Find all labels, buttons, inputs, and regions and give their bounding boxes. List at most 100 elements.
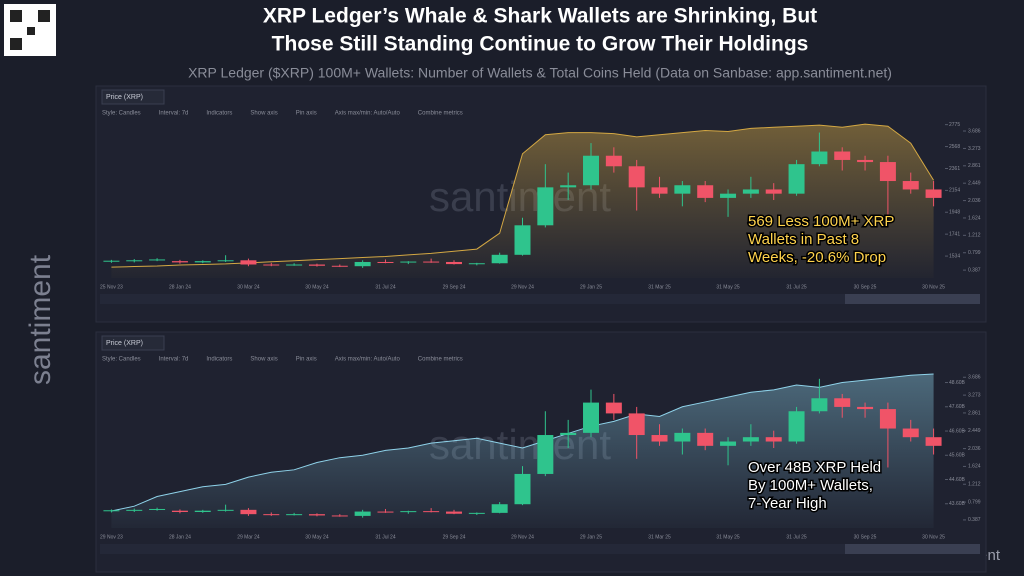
candle-body [720, 193, 737, 198]
title: Those Still Standing Continue to Grow Th… [272, 33, 809, 56]
y-tick-label: 2.449 [968, 428, 981, 434]
candle-body [400, 511, 417, 513]
toolbar-item: Interval: 7d [159, 111, 189, 117]
toolbar-item: Combine metrics [418, 111, 463, 117]
y2-tick-label: 45.60B [949, 453, 966, 459]
candle-body [537, 435, 554, 474]
candle-body [834, 151, 851, 160]
annotation: Wallets in Past 8 [748, 231, 859, 248]
candle-body [674, 432, 691, 442]
annotation: 7-Year High [748, 495, 827, 512]
area-line [111, 373, 934, 512]
y-tick-label: 1.212 [968, 482, 981, 488]
y2-tick-label: 2568 [949, 144, 960, 150]
x-tick-label: 30 Sep 25 [854, 534, 877, 540]
toolbar-item: Indicators [206, 357, 232, 363]
x-tick-label: 28 Jan 24 [169, 534, 191, 540]
y-tick-label: 0.799 [968, 499, 981, 505]
candle-body [788, 164, 805, 194]
candle-body [560, 185, 577, 188]
x-tick-label: 29 Sep 24 [443, 534, 466, 540]
y2-tick-label: 44.60B [949, 477, 966, 483]
candle-body [103, 510, 120, 512]
candle-body [308, 514, 325, 516]
x-tick-label: 31 Jul 25 [786, 534, 807, 540]
candle-body [788, 411, 805, 442]
x-tick-label: 30 Sep 25 [854, 284, 877, 290]
toolbar-item: Interval: 7d [159, 357, 189, 363]
candle-body [765, 437, 782, 442]
candle-body [628, 413, 645, 436]
candle-body [491, 504, 508, 513]
candle-body [514, 225, 531, 255]
title: XRP Ledger’s Whale & Shark Wallets are S… [263, 5, 817, 28]
x-tick-label: 30 Nov 25 [922, 284, 945, 290]
x-tick-label: 29 Jan 25 [580, 534, 602, 540]
toolbar-item: Style: Candles [102, 357, 141, 363]
candle-body [331, 265, 348, 267]
navigator [100, 544, 980, 554]
candle-body [331, 515, 348, 517]
y-tick-label: 3.686 [968, 375, 981, 381]
y-tick-label: 0.799 [968, 250, 981, 256]
candle-body [857, 406, 874, 410]
qr-code [10, 10, 22, 22]
candle-body [925, 189, 942, 198]
navigator-window [845, 544, 980, 554]
annotation: 569 Less 100M+ XRP [748, 213, 894, 230]
y2-tick-label: 1948 [949, 210, 960, 216]
x-tick-label: 30 Nov 25 [922, 534, 945, 540]
candle-body [925, 437, 942, 446]
candle-body [263, 264, 280, 266]
navigator-window [845, 294, 980, 304]
x-tick-label: 29 Nov 24 [511, 534, 534, 540]
candle-body [583, 155, 600, 186]
toolbar-item: Show axis [250, 357, 277, 363]
candle-body [902, 428, 919, 438]
toolbar-item: Style: Candles [102, 111, 141, 117]
x-tick-label: 25 Nov 23 [100, 284, 123, 290]
candle-body [126, 509, 143, 511]
y2-tick-label: 2361 [949, 166, 960, 172]
toolbar-item: Indicators [206, 111, 232, 117]
candle-body [468, 512, 485, 514]
candle-body [377, 261, 394, 263]
y2-tick-label: 46.60B [949, 428, 966, 434]
candle-body [834, 398, 851, 407]
candle-body [651, 435, 668, 442]
y-tick-label: 2.449 [968, 181, 981, 187]
x-tick-label: 31 Jul 24 [375, 284, 396, 290]
candle-body [674, 185, 691, 194]
candle-body [879, 409, 896, 429]
candle-body [286, 264, 303, 266]
candle-body [697, 185, 714, 198]
candle-body [126, 260, 143, 262]
qr-code [38, 10, 50, 22]
x-tick-label: 28 Jan 24 [169, 284, 191, 290]
candle-body [879, 162, 896, 182]
candle-body [902, 181, 919, 190]
x-tick-label: 31 May 25 [716, 284, 740, 290]
candle-body [354, 511, 371, 516]
candle-body [308, 264, 325, 266]
y2-tick-label: 2154 [949, 188, 960, 194]
y2-tick-label: 48.60B [949, 380, 966, 386]
candle-body [240, 509, 257, 515]
candle-body [194, 261, 211, 263]
candle-body [811, 398, 828, 412]
annotation: Over 48B XRP Held [748, 459, 881, 476]
legend-box [101, 335, 165, 351]
candle-body [605, 402, 622, 414]
area-fill [111, 374, 934, 528]
y-tick-label: 2.861 [968, 410, 981, 416]
y2-tick-label: 1741 [949, 231, 960, 237]
navigator [100, 294, 980, 304]
x-tick-label: 29 Nov 24 [511, 284, 534, 290]
candle-body [560, 432, 577, 436]
toolbar-item: Show axis [250, 111, 277, 117]
candle-body [354, 261, 371, 267]
x-tick-label: 30 May 24 [305, 284, 329, 290]
y-tick-label: 3.686 [968, 128, 981, 134]
x-tick-label: 30 May 24 [305, 534, 329, 540]
